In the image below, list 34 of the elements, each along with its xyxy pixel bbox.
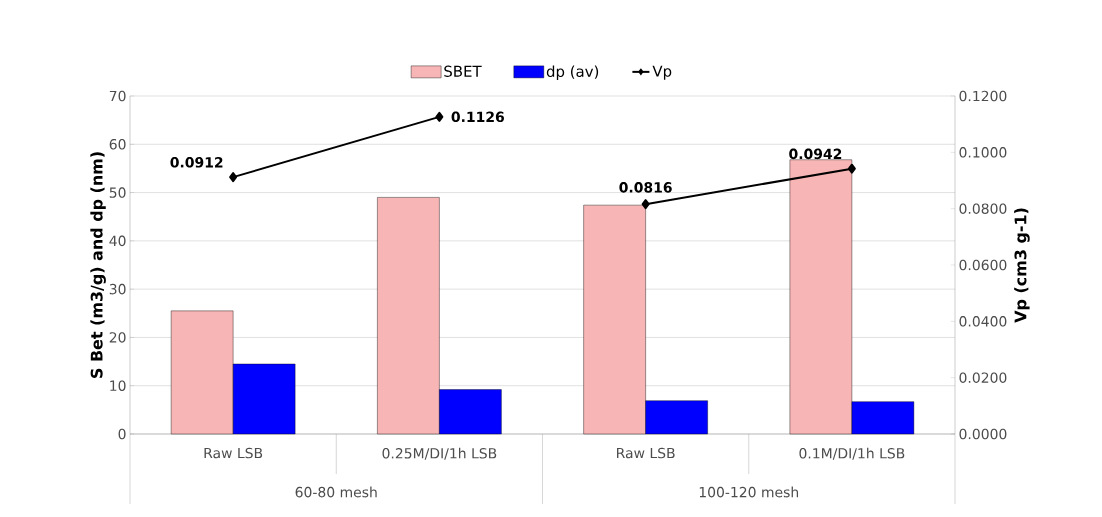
y-tick-label: 30 [109, 283, 126, 295]
legend-label: Vp [652, 65, 672, 80]
data-label: 0.0942 [789, 148, 842, 160]
point [847, 163, 856, 174]
point [641, 199, 650, 210]
y-tick-label: 10 [110, 380, 126, 391]
data-label: 0.0912 [170, 157, 223, 168]
x-tick-label: Raw LSB [617, 447, 675, 459]
x-tick-label: 0.1M/DI/1h LSB [799, 447, 905, 460]
legend-label: dp (av) [546, 65, 599, 80]
legend-label: SBET [444, 65, 482, 77]
y2-axis-title: Vp (cm3 g-1) [1014, 208, 1030, 323]
point [435, 111, 444, 122]
y2-tick-label: 0.1000 [959, 147, 1007, 158]
data-label: 0.1126 [451, 111, 504, 123]
y2-tick-label: 0.0600 [959, 259, 1007, 271]
data-label: 0.0816 [619, 182, 672, 193]
y-tick-label: 0 [118, 428, 126, 440]
y-tick-label: 20 [109, 332, 126, 343]
y-tick-label: 60 [109, 139, 126, 150]
point [229, 172, 238, 183]
y2-tick-label: 0.1200 [959, 90, 1007, 102]
text: 100-120 mesh [699, 486, 799, 498]
x-tick-label: 0.25M/DI/1h LSB [382, 447, 497, 460]
y-tick-label: 50 [109, 187, 126, 198]
y2-tick-label: 0.0400 [959, 316, 1007, 327]
y-axis-title: S Bet (m3/g) and dp (nm) [90, 152, 106, 378]
y2-tick-label: 0.0000 [959, 428, 1007, 440]
y2-tick-label: 0.0200 [959, 372, 1007, 383]
x-tick-label: Raw LSB [204, 447, 263, 459]
text: 60-80 mesh [295, 486, 377, 498]
y-tick-label: 70 [109, 90, 126, 102]
y2-tick-label: 0.0800 [959, 203, 1007, 214]
y-tick-label: 40 [109, 235, 126, 247]
